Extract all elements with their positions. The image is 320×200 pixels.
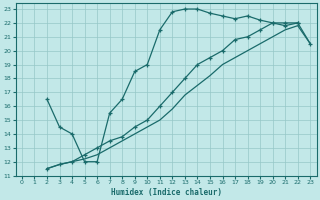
X-axis label: Humidex (Indice chaleur): Humidex (Indice chaleur): [111, 188, 221, 197]
